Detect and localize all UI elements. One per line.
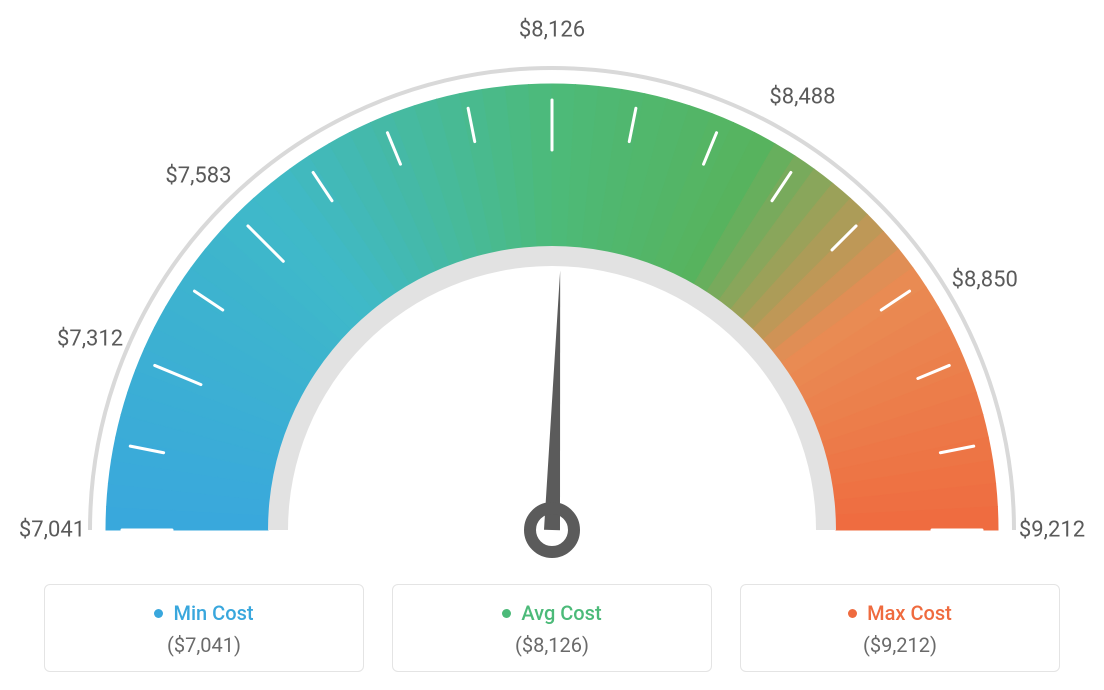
legend-title-text: Min Cost [173, 601, 253, 625]
legend-row: Min Cost ($7,041) Avg Cost ($8,126) Max … [0, 584, 1104, 672]
legend-value-min: ($7,041) [55, 633, 353, 657]
dot-icon [154, 609, 163, 618]
gauge-tick-label: $9,212 [1019, 518, 1085, 543]
gauge-tick-label: $7,583 [165, 164, 231, 189]
gauge-tick-label: $8,488 [769, 85, 835, 110]
gauge-tick-label: $7,312 [57, 326, 123, 351]
legend-title-text: Avg Cost [521, 601, 601, 625]
legend-value-avg: ($8,126) [403, 633, 701, 657]
gauge-svg [0, 0, 1104, 560]
legend-title-text: Max Cost [867, 601, 952, 625]
legend-card-min: Min Cost ($7,041) [44, 584, 364, 672]
gauge-tick-label: $7,041 [19, 518, 85, 543]
gauge-tick-label: $8,126 [519, 18, 585, 43]
legend-card-avg: Avg Cost ($8,126) [392, 584, 712, 672]
legend-value-max: ($9,212) [751, 633, 1049, 657]
dot-icon [502, 609, 511, 618]
legend-card-max: Max Cost ($9,212) [740, 584, 1060, 672]
legend-title-min: Min Cost [154, 601, 253, 625]
gauge-chart: $7,041 $7,312 $7,583 $8,126 $8,488 $8,850 $9,2… [0, 0, 1104, 560]
dot-icon [848, 609, 857, 618]
legend-title-avg: Avg Cost [502, 601, 601, 625]
gauge-tick-label: $8,850 [952, 267, 1018, 292]
legend-title-max: Max Cost [848, 601, 952, 625]
